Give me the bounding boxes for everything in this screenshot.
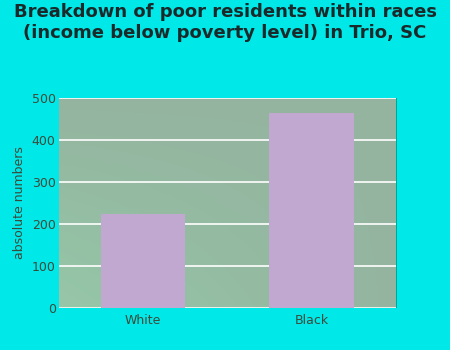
Bar [101,214,185,308]
Text: Breakdown of poor residents within races
(income below poverty level) in Trio, S: Breakdown of poor residents within races… [14,3,436,42]
Bar [270,113,354,308]
Y-axis label: absolute numbers: absolute numbers [13,147,26,259]
